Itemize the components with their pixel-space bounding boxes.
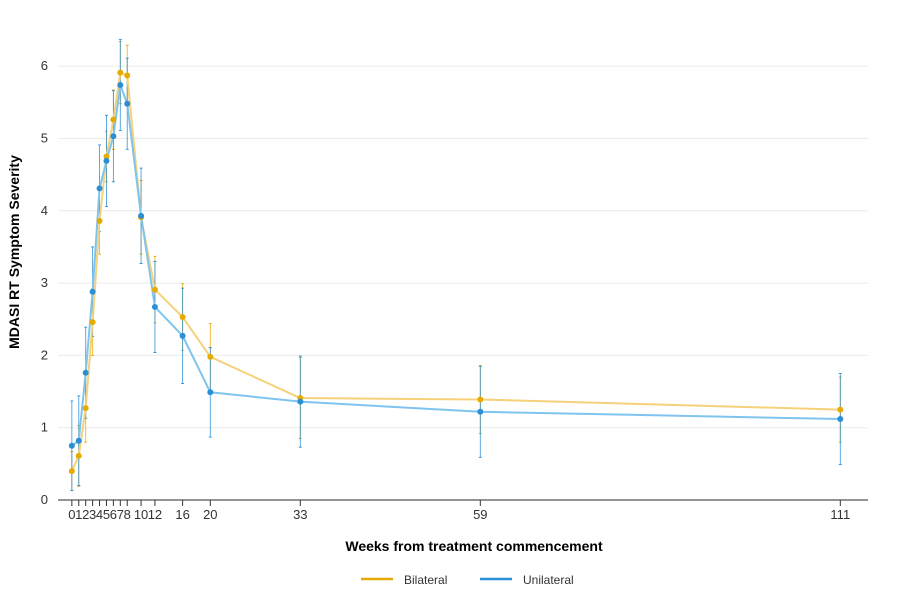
series-line-unilateral <box>71 83 841 447</box>
data-point-bilateral <box>110 116 117 123</box>
y-axis-title: MDASI RT Symptom Severity <box>6 155 22 349</box>
x-axis-title: Weeks from treatment commencement <box>345 538 603 554</box>
x-tick-label: 111 <box>830 507 850 522</box>
data-point-unilateral <box>82 369 89 376</box>
x-tick-label: 5 <box>103 507 110 522</box>
data-point-unilateral <box>297 398 304 405</box>
axes <box>58 499 868 506</box>
x-tick-label: 1 <box>75 507 82 522</box>
data-point-unilateral <box>103 157 110 164</box>
y-tick-label: 5 <box>41 130 48 145</box>
data-point-unilateral <box>477 408 484 415</box>
x-tick-label: 16 <box>175 507 189 522</box>
data-point-unilateral <box>89 288 96 295</box>
data-point-bilateral <box>75 452 82 459</box>
x-tick-label: 20 <box>203 507 217 522</box>
data-point-unilateral <box>179 332 186 339</box>
y-tick-label: 1 <box>41 420 48 435</box>
y-tick-label: 4 <box>41 203 48 218</box>
data-point-bilateral <box>151 286 158 293</box>
x-tick-label: 12 <box>148 507 162 522</box>
data-point-unilateral <box>837 416 844 423</box>
x-tick-label: 4 <box>96 507 103 522</box>
data-point-bilateral <box>103 153 110 160</box>
data-point-unilateral <box>124 100 131 107</box>
y-tick-label: 2 <box>41 347 48 362</box>
legend: Bilateral Unilateral <box>361 573 574 587</box>
data-point-bilateral <box>68 468 75 475</box>
legend-label-bilateral: Bilateral <box>404 573 447 587</box>
error-bars <box>70 38 842 492</box>
x-tick-label: 6 <box>110 507 117 522</box>
data-point-bilateral <box>82 405 89 412</box>
x-tick-label: 8 <box>124 507 131 522</box>
y-tick-label: 6 <box>41 58 48 73</box>
series-line-bilateral <box>70 71 841 472</box>
data-points <box>68 69 844 475</box>
data-point-unilateral <box>96 185 103 192</box>
x-tick-label: 10 <box>134 507 148 522</box>
grid-lines <box>58 65 868 429</box>
y-tick-label: 3 <box>41 275 48 290</box>
data-point-unilateral <box>138 212 145 219</box>
data-point-bilateral <box>179 314 186 321</box>
x-tick-label: 2 <box>82 507 89 522</box>
x-tick-label: 59 <box>473 507 487 522</box>
series-lines <box>70 71 841 472</box>
data-point-unilateral <box>75 437 82 444</box>
x-tick-label: 33 <box>293 507 307 522</box>
data-point-unilateral <box>117 81 124 88</box>
data-point-bilateral <box>207 353 214 360</box>
data-point-bilateral <box>477 396 484 403</box>
x-tick-label: 0 <box>68 507 75 522</box>
data-point-bilateral <box>89 319 96 326</box>
data-point-bilateral <box>124 72 131 79</box>
data-point-bilateral <box>837 406 844 413</box>
data-point-bilateral <box>117 69 124 76</box>
data-point-bilateral <box>96 217 103 224</box>
x-tick-label: 7 <box>117 507 124 522</box>
data-point-unilateral <box>110 133 117 140</box>
data-point-unilateral <box>68 442 75 449</box>
data-point-unilateral <box>151 303 158 310</box>
y-tick-label: 0 <box>41 492 48 507</box>
data-point-unilateral <box>207 389 214 396</box>
x-tick-label: 3 <box>89 507 96 522</box>
legend-label-unilateral: Unilateral <box>523 573 574 587</box>
